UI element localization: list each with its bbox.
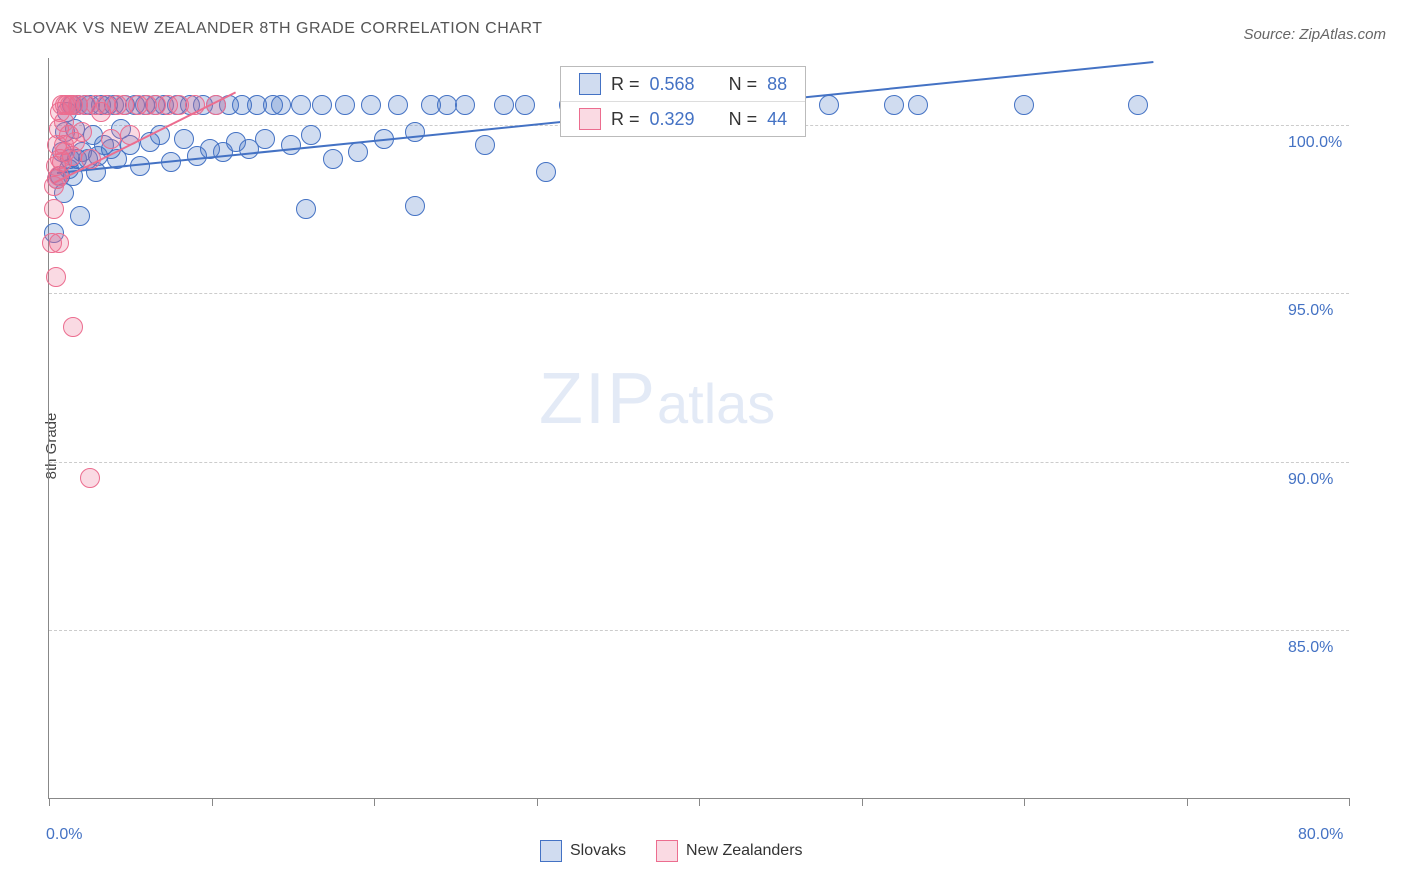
legend-r-value: 0.568 bbox=[650, 74, 695, 95]
x-tick bbox=[699, 798, 700, 806]
legend-item: New Zealanders bbox=[656, 840, 803, 862]
data-point bbox=[281, 135, 301, 155]
data-point bbox=[174, 129, 194, 149]
data-point bbox=[312, 95, 332, 115]
data-point bbox=[405, 122, 425, 142]
legend-item: Slovaks bbox=[540, 840, 626, 862]
chart-title: SLOVAK VS NEW ZEALANDER 8TH GRADE CORREL… bbox=[12, 20, 542, 38]
legend-swatch bbox=[579, 108, 601, 130]
y-tick-label: 90.0% bbox=[1288, 471, 1333, 489]
legend-swatch bbox=[579, 73, 601, 95]
legend-stats-box: R = 0.568 N = 88 R = 0.329 N = 44 bbox=[560, 66, 806, 137]
x-tick bbox=[537, 798, 538, 806]
gridline bbox=[49, 293, 1349, 294]
data-point bbox=[49, 233, 69, 253]
data-point bbox=[63, 317, 83, 337]
legend-swatch bbox=[540, 840, 562, 862]
data-point bbox=[46, 267, 66, 287]
data-point bbox=[296, 199, 316, 219]
legend-item-label: Slovaks bbox=[570, 842, 626, 860]
legend-n-value: 88 bbox=[767, 74, 787, 95]
x-tick bbox=[1187, 798, 1188, 806]
gridline bbox=[49, 630, 1349, 631]
legend-item-label: New Zealanders bbox=[686, 842, 803, 860]
watermark-zip: ZIP bbox=[539, 359, 657, 439]
legend-swatch bbox=[656, 840, 678, 862]
x-axis-min-label: 0.0% bbox=[46, 826, 82, 844]
data-point bbox=[884, 95, 904, 115]
data-point bbox=[494, 95, 514, 115]
data-point bbox=[908, 95, 928, 115]
watermark: ZIPatlas bbox=[539, 358, 775, 440]
data-point bbox=[405, 196, 425, 216]
watermark-atlas: atlas bbox=[657, 372, 775, 435]
legend-n-label: N = bbox=[729, 74, 758, 95]
x-tick bbox=[374, 798, 375, 806]
x-tick bbox=[862, 798, 863, 806]
data-point bbox=[1128, 95, 1148, 115]
legend-stats-row: R = 0.568 N = 88 bbox=[561, 67, 805, 101]
legend-r-label: R = bbox=[611, 109, 640, 130]
legend-r-label: R = bbox=[611, 74, 640, 95]
data-point bbox=[455, 95, 475, 115]
x-tick bbox=[1024, 798, 1025, 806]
data-point bbox=[348, 142, 368, 162]
legend-stats-row: R = 0.329 N = 44 bbox=[561, 101, 805, 136]
plot-area: ZIPatlas bbox=[48, 58, 1349, 799]
data-point bbox=[291, 95, 311, 115]
data-point bbox=[335, 95, 355, 115]
data-point bbox=[323, 149, 343, 169]
y-tick-label: 95.0% bbox=[1288, 302, 1333, 320]
data-point bbox=[361, 95, 381, 115]
legend-n-value: 44 bbox=[767, 109, 787, 130]
data-point bbox=[536, 162, 556, 182]
data-point bbox=[70, 206, 90, 226]
x-tick bbox=[212, 798, 213, 806]
source-label: Source: ZipAtlas.com bbox=[1243, 26, 1386, 43]
data-point bbox=[101, 129, 121, 149]
data-point bbox=[72, 122, 92, 142]
x-tick bbox=[49, 798, 50, 806]
data-point bbox=[819, 95, 839, 115]
data-point bbox=[255, 129, 275, 149]
data-point bbox=[515, 95, 535, 115]
legend-bottom: Slovaks New Zealanders bbox=[540, 840, 803, 862]
x-axis-max-label: 80.0% bbox=[1298, 826, 1343, 844]
data-point bbox=[44, 199, 64, 219]
legend-n-label: N = bbox=[729, 109, 758, 130]
data-point bbox=[80, 468, 100, 488]
x-tick bbox=[1349, 798, 1350, 806]
data-point bbox=[475, 135, 495, 155]
data-point bbox=[271, 95, 291, 115]
data-point bbox=[1014, 95, 1034, 115]
y-tick-label: 85.0% bbox=[1288, 639, 1333, 657]
y-tick-label: 100.0% bbox=[1288, 134, 1342, 152]
data-point bbox=[301, 125, 321, 145]
data-point bbox=[388, 95, 408, 115]
gridline bbox=[49, 462, 1349, 463]
legend-r-value: 0.329 bbox=[650, 109, 695, 130]
